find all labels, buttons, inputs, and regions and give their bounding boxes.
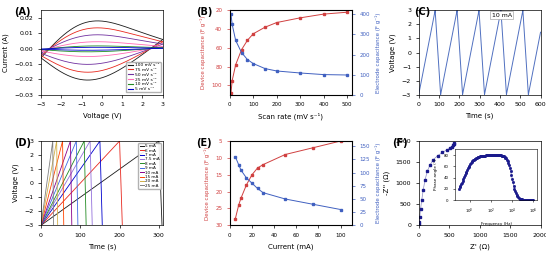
X-axis label: Z' (Ω): Z' (Ω) — [470, 243, 490, 250]
Y-axis label: Electrode capacitance (F g⁻¹): Electrode capacitance (F g⁻¹) — [375, 143, 381, 223]
Y-axis label: Voltage (V): Voltage (V) — [12, 164, 19, 203]
Text: (F): (F) — [392, 138, 407, 148]
Text: (E): (E) — [195, 138, 211, 148]
Text: (D): (D) — [14, 138, 31, 148]
Text: (A): (A) — [14, 7, 31, 17]
X-axis label: Current (mA): Current (mA) — [268, 243, 313, 250]
Text: (C): (C) — [414, 7, 430, 17]
Text: 10 mA: 10 mA — [492, 13, 512, 18]
X-axis label: Time (s): Time (s) — [465, 113, 494, 119]
Y-axis label: Voltage (V): Voltage (V) — [390, 33, 396, 72]
Y-axis label: Current (A): Current (A) — [2, 33, 9, 72]
Y-axis label: Device capacitance (F g⁻¹): Device capacitance (F g⁻¹) — [200, 16, 206, 89]
Y-axis label: Device capacitance (F g⁻¹): Device capacitance (F g⁻¹) — [204, 147, 210, 220]
Y-axis label: -Z'' (Ω): -Z'' (Ω) — [383, 171, 390, 195]
Y-axis label: Electrode capacitance (F g⁻¹): Electrode capacitance (F g⁻¹) — [375, 12, 381, 93]
Text: (B): (B) — [195, 7, 212, 17]
X-axis label: Voltage (V): Voltage (V) — [82, 113, 121, 119]
X-axis label: Time (s): Time (s) — [88, 243, 116, 250]
Legend: 5 mA, 6 mA, 7 mA, 7.5 mA, 8 mA, 9 mA, 10 mA, 15 mA, 20 mA, 25 mA: 5 mA, 6 mA, 7 mA, 7.5 mA, 8 mA, 9 mA, 10… — [139, 143, 161, 189]
Legend: 100 mV s⁻¹, 75 mV s⁻¹, 50 mV s⁻¹, 25 mV s⁻¹, 10 mV s⁻¹, 5 mV s⁻¹: 100 mV s⁻¹, 75 mV s⁻¹, 50 mV s⁻¹, 25 mV … — [127, 62, 161, 92]
X-axis label: Scan rate (mV s⁻¹): Scan rate (mV s⁻¹) — [258, 113, 323, 120]
